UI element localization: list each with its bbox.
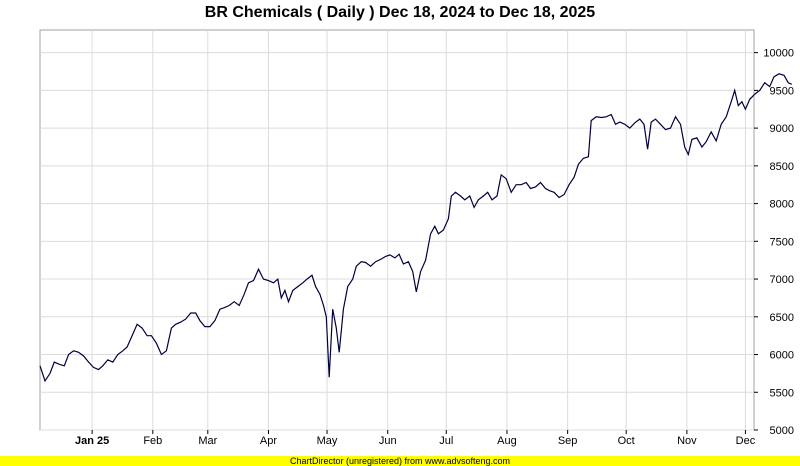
y-tick-label: 10000 <box>763 48 794 60</box>
x-tick-label: Jan 25 <box>75 435 109 447</box>
y-tick-label: 9000 <box>770 123 794 135</box>
y-axis-ticks: 5000 5500 6000 6500 7000 7500 8000 8500 9000 9500… <box>754 48 794 437</box>
x-tick-label: Dec <box>736 435 756 447</box>
x-tick-label: Sep <box>558 435 578 447</box>
x-tick-label: Jun <box>379 435 397 447</box>
y-tick-label: 5500 <box>770 387 794 399</box>
y-tick-label: 5000 <box>770 425 794 437</box>
x-tick-label: Mar <box>198 435 217 447</box>
plot-area-border <box>39 29 755 431</box>
y-tick-label: 6500 <box>770 312 794 324</box>
y-tick-label: 7000 <box>770 274 794 286</box>
y-tick-label: 9500 <box>770 85 794 97</box>
x-tick-label: Aug <box>497 435 517 447</box>
x-tick-label: Oct <box>618 435 635 447</box>
x-tick-label: Apr <box>260 435 277 447</box>
x-tick-label: Jul <box>439 435 453 447</box>
x-tick-label: May <box>317 435 338 447</box>
x-axis-ticks: Jan 25 Feb Mar Apr May Jun Jul Aug Sep Oct Nov Dec <box>75 430 756 447</box>
gridlines <box>40 30 754 431</box>
price-line <box>39 73 793 383</box>
x-tick-label: Nov <box>677 435 697 447</box>
x-tick-label: Feb <box>143 435 162 447</box>
y-tick-label: 8500 <box>770 161 794 173</box>
y-tick-label: 6000 <box>770 350 794 362</box>
chart-title: BR Chemicals ( Daily ) Dec 18, 2024 to D… <box>204 4 596 21</box>
y-tick-label: 8000 <box>770 199 794 211</box>
footer-bar <box>0 456 800 466</box>
y-tick-label: 7500 <box>770 236 794 248</box>
footer-credit: ChartDirector (unregistered) from www.ad… <box>289 456 511 466</box>
